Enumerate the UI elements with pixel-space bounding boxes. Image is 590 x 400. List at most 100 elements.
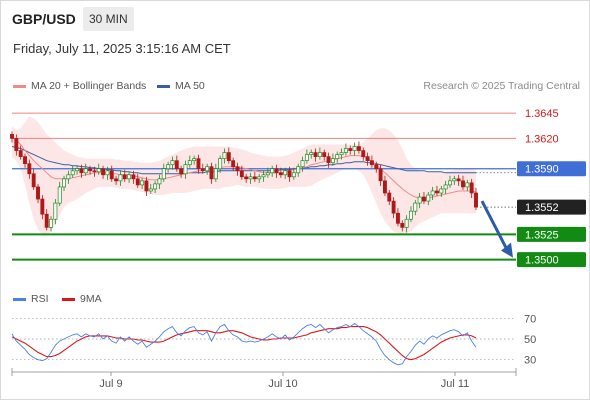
candle-body [127, 174, 132, 180]
level-label-box [517, 226, 586, 242]
candle-body [131, 174, 136, 180]
candle-body [278, 172, 283, 176]
candle-body [404, 218, 409, 228]
forecast-arrow [480, 200, 509, 251]
candle-body [44, 213, 49, 228]
header: GBP/USD 30 MIN [0, 0, 590, 38]
candle-body [88, 168, 93, 172]
candle-body [448, 180, 452, 186]
legend-rsi-ma-label: 9MA [80, 293, 102, 305]
candle-body [439, 188, 444, 194]
candle-body [105, 170, 110, 176]
level-label-box [517, 161, 586, 177]
x-tick-label: Jul 10 [268, 378, 297, 390]
candle-body [53, 202, 58, 220]
candle-body [265, 172, 270, 176]
candle-body [382, 180, 387, 194]
level-label-last_price: 1.3552 [525, 202, 559, 214]
legend-rsi-label: RSI [31, 293, 49, 305]
candle-body [174, 160, 179, 170]
candle-body [283, 170, 288, 176]
candle-body [474, 192, 478, 208]
rsi-tick-label: 50 [524, 334, 536, 346]
candle-body [231, 160, 236, 168]
candle-body [365, 156, 370, 162]
candle-body [205, 166, 210, 172]
candle-body [361, 150, 366, 157]
candle-body [36, 186, 40, 200]
candles [10, 131, 478, 233]
candle-body [330, 158, 335, 164]
candle-body [313, 152, 318, 157]
candle-body [10, 134, 14, 139]
candle-body [309, 152, 314, 155]
candle-body [122, 174, 127, 180]
candle-body [270, 168, 275, 174]
candle-body [200, 168, 205, 172]
candle-body [456, 178, 461, 182]
candle-body [109, 170, 114, 180]
candle-body [75, 168, 79, 172]
candle-body [170, 160, 175, 166]
candle-body [261, 174, 266, 178]
candle-body [218, 158, 223, 170]
ma20-line [11, 136, 477, 199]
candle-body [239, 170, 244, 178]
candle-body [27, 163, 32, 175]
candle-body [96, 168, 101, 173]
candle-body [101, 168, 106, 176]
candle-body [326, 156, 331, 164]
candle-body [387, 192, 392, 202]
candle-body [153, 183, 158, 190]
candle-body [118, 174, 123, 182]
level-label-support: 1.3525 [525, 229, 559, 241]
candle-body [183, 164, 188, 175]
candle-body [409, 210, 413, 220]
rsi-tick-label: 70 [524, 313, 536, 325]
candle-body [469, 182, 474, 194]
candle-body [291, 172, 296, 178]
candle-body [248, 176, 253, 180]
candle-body [192, 158, 197, 162]
level-label-box [517, 199, 586, 215]
legend-ma20-label: MA 20 + Bollinger Bands [31, 80, 147, 92]
ma20-swatch [13, 84, 26, 88]
candle-body [417, 196, 422, 204]
candle-body [378, 168, 383, 182]
candle-body [166, 164, 171, 170]
candle-body [317, 152, 322, 157]
candle-body [369, 160, 374, 166]
candle-body [395, 212, 400, 224]
legend-ma50-label: MA 50 [175, 80, 205, 92]
candle-body [413, 202, 418, 212]
candle-body [18, 150, 23, 157]
candle-body [422, 196, 426, 202]
timeframe-badge[interactable]: 30 MIN [83, 7, 134, 31]
candle-body [296, 166, 301, 174]
candle-body [343, 148, 348, 153]
timestamp: Friday, July 11, 2025 3:15:16 AM CET [13, 41, 231, 56]
level-label-pivot: 1.3590 [525, 164, 559, 176]
candle-body [304, 154, 309, 162]
candle-body [426, 194, 431, 202]
legend-rsi: RSI [13, 293, 49, 305]
candle-body [339, 152, 344, 155]
credit-text: Research © 2025 Trading Central [423, 80, 580, 92]
forecast-arrow-head [501, 242, 513, 258]
candle-body [79, 168, 84, 174]
candle-body [287, 170, 292, 178]
candle-body [23, 156, 27, 165]
candle-body [222, 152, 227, 159]
candle-body [40, 198, 45, 215]
candle-body [257, 176, 262, 180]
candle-body [391, 200, 396, 214]
level-label-support: 1.3500 [525, 255, 559, 267]
candle-body [140, 180, 145, 186]
level-label-resistance: 1.3645 [525, 108, 559, 120]
candle-body [235, 166, 240, 172]
candle-body [335, 154, 340, 159]
candle-body [356, 146, 361, 151]
candle-body [443, 184, 448, 190]
candle-body [144, 180, 149, 192]
